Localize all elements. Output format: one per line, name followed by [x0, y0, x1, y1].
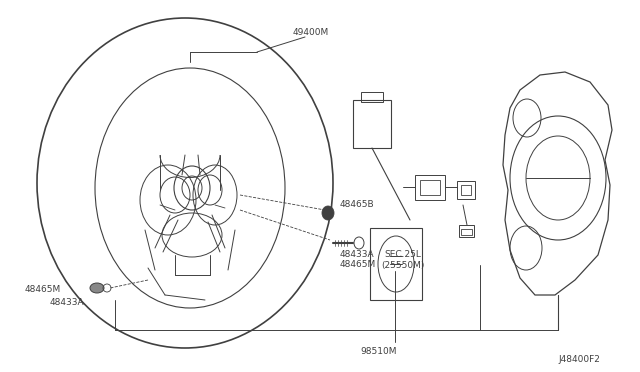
Text: J48400F2: J48400F2	[558, 355, 600, 364]
Text: (25550M): (25550M)	[381, 261, 424, 270]
Text: 98510M: 98510M	[360, 347, 397, 356]
Text: 48465M: 48465M	[340, 260, 376, 269]
Bar	[459, 225, 474, 237]
Text: 48433A: 48433A	[50, 298, 84, 307]
Text: 48465B: 48465B	[340, 200, 374, 209]
Text: 48433A: 48433A	[340, 250, 374, 259]
Text: 49400M: 49400M	[293, 28, 329, 37]
Bar	[370, 228, 422, 300]
Bar	[353, 100, 391, 148]
Ellipse shape	[322, 206, 334, 220]
Bar	[457, 181, 475, 199]
Ellipse shape	[90, 283, 104, 293]
Bar	[461, 229, 472, 235]
Text: SEC.25L: SEC.25L	[384, 250, 421, 259]
Text: 48465M: 48465M	[25, 285, 61, 294]
Bar	[461, 185, 471, 195]
Bar	[420, 180, 440, 195]
Bar	[361, 92, 383, 102]
Bar	[415, 175, 445, 200]
